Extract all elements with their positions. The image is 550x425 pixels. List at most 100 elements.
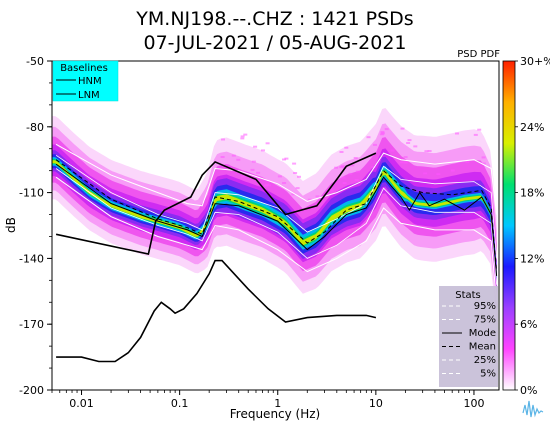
density-speckle [379,133,384,136]
density-speckle [307,198,312,201]
density-speckle [240,135,245,138]
y-axis-label: dB [4,217,18,233]
density-speckle [481,156,486,159]
density-speckle [261,149,265,152]
density-speckle [481,162,486,165]
density-speckle [413,145,418,148]
density-speckle [250,168,255,171]
density-speckle [291,193,296,196]
colorbar-scale [502,60,516,391]
stats-legend-title: Stats [455,290,481,301]
density-speckle [407,139,412,142]
density-speckle [371,166,376,168]
density-speckle [297,175,301,178]
density-speckle [455,132,459,135]
density-speckle [334,166,339,169]
density-speckle [424,150,429,153]
density-speckle [350,164,355,167]
density-speckle [241,175,246,178]
density-speckle [339,166,344,169]
colorbar: 0% 6% 12% 18% 24% 30+% [502,55,550,397]
logo-icon [522,400,544,418]
density-speckle [295,187,300,190]
density-speckle [340,164,345,167]
density-speckle [436,173,441,176]
density-speckle [355,170,360,173]
baselines-legend-title: Baselines [60,63,108,74]
stat-line-mean [55,159,498,272]
x-tick-label: 10 [369,397,383,410]
colorbar-tick-label: 24% [520,121,544,134]
density-speckle [373,143,377,146]
density-speckle [225,164,230,167]
x-tick-label: 100 [463,397,484,410]
stats-legend: Stats 95% 75% Mode Mean 25% 5% [439,286,498,387]
density-speckle [277,175,282,178]
hnm-line [55,152,377,255]
stats-legend-label: Mode [469,328,496,339]
density-speckle [264,184,268,187]
density-speckle [339,151,344,153]
stats-lines [55,143,498,303]
psd-pdf-label: PSD PDF [457,49,500,60]
stats-legend-label: Mean [469,342,496,353]
density-speckle [348,172,353,175]
baselines-legend: Baselines HNM LNM [52,60,119,102]
stats-legend-label: 5% [480,369,496,380]
baseline-lines [55,152,377,363]
stats-legend-label: 95% [474,301,496,312]
density-speckle [253,145,258,148]
y-tick-label: -200 [19,384,44,397]
density-speckle [240,137,245,140]
density-speckle [366,136,371,139]
density-speckle [380,131,385,133]
y-tick-label: -140 [19,252,44,265]
density-speckle [399,161,404,164]
x-tick-label: 0.01 [69,397,94,410]
density-speckle [403,161,408,164]
density-speckle [465,161,470,164]
x-tick-label: 1 [274,397,281,410]
x-axis: 0.01 0.1 1 10 100 [51,390,484,410]
y-tick-label: -50 [26,55,44,68]
density-speckle [236,158,241,161]
stat-line-mode [55,163,498,276]
density-speckle [231,154,236,157]
density-speckle [265,142,270,145]
stats-legend-label: 75% [474,315,496,326]
density-speckle [353,157,358,159]
density-speckle [293,172,298,174]
density-speckle [427,150,432,152]
density-speckle [341,176,346,179]
density-speckle [251,160,256,163]
stat-line-p5 [55,176,498,303]
density-speckle [329,189,334,192]
density-speckle [282,182,287,184]
chart-title-line2: 07-JUL-2021 / 05-AUG-2021 [144,32,407,54]
density-speckle [403,156,408,159]
plot-frame [51,60,500,391]
colorbar-tick-label: 12% [520,252,544,265]
density-speckle [390,149,395,152]
colorbar-tick-label: 0% [520,384,537,397]
density-speckle [423,172,428,175]
density-speckle [292,162,297,165]
density-speckle [450,169,455,172]
stat-line-p25 [55,168,497,285]
y-tick-label: -110 [19,187,44,200]
stats-legend-label: 25% [474,355,496,366]
chart-title-line1: YM.NJ198.--.CHZ : 1421 PSDs [135,8,413,30]
density-speckle [267,184,272,187]
colorbar-tick-label: 6% [520,318,537,331]
colorbar-tick-label: 18% [520,187,544,200]
density-speckle [282,158,286,161]
density-speckle [220,156,225,158]
density-speckle [221,138,225,141]
x-axis-label: Frequency (Hz) [230,407,321,421]
hnm-legend-label: HNM [78,76,102,87]
density-speckle [473,133,478,136]
density-speckle [344,146,349,149]
density-speckle [256,171,261,174]
y-axis: -50 -80 -110 -140 -170 -200 [19,55,52,397]
